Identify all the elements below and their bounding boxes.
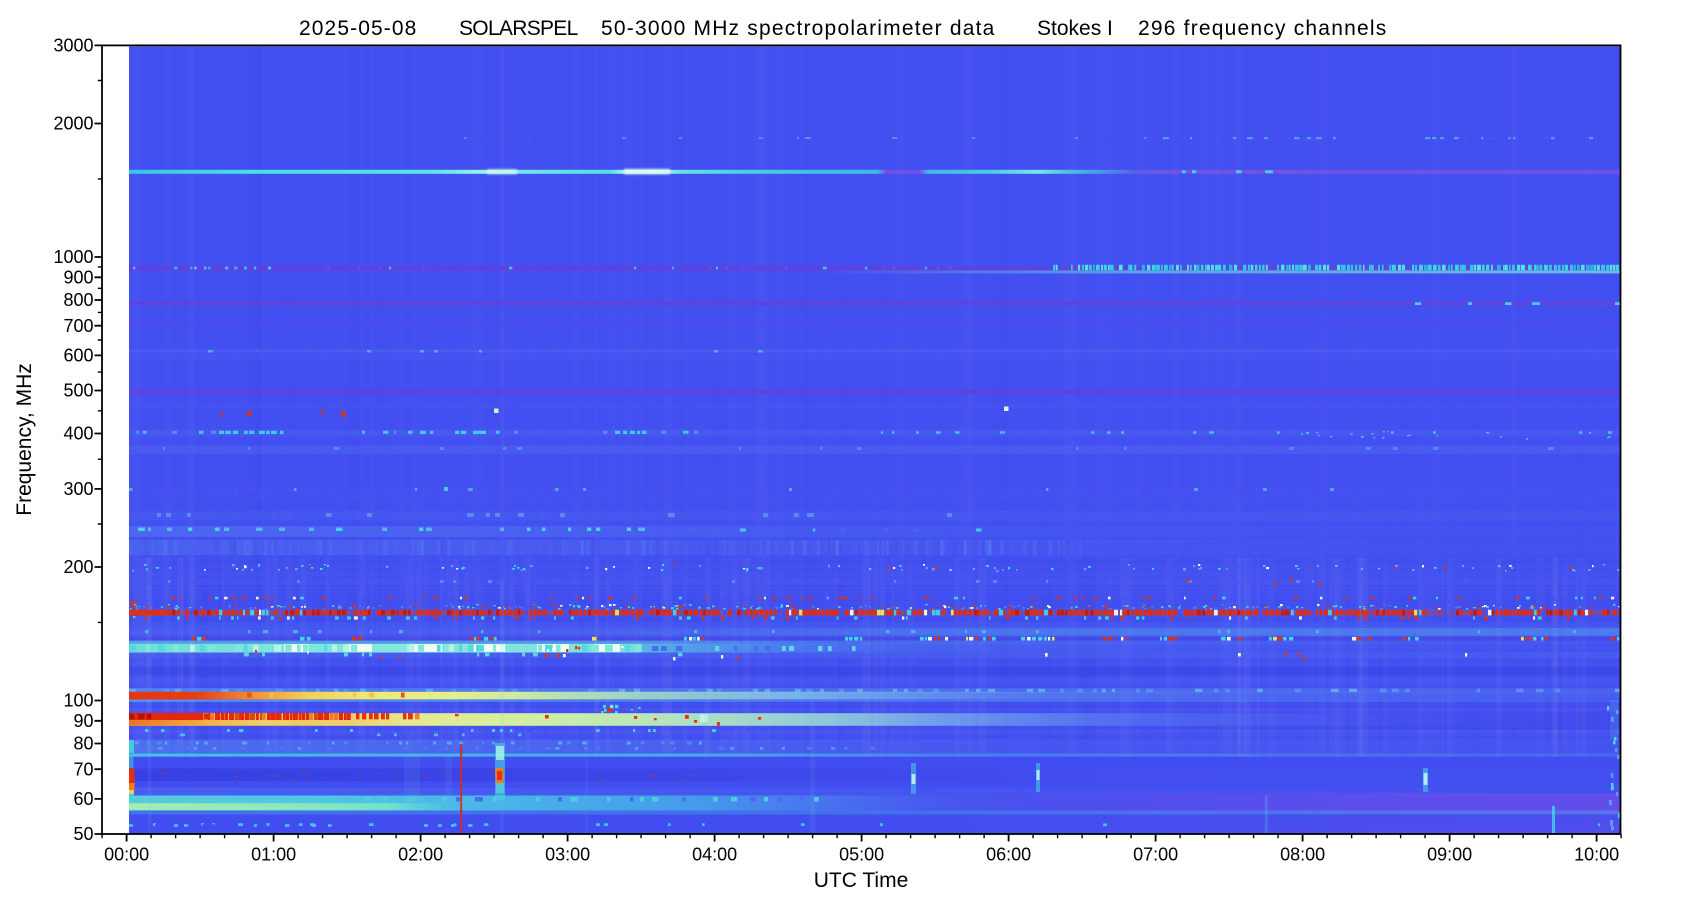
svg-text:296 frequency channels: 296 frequency channels	[1138, 17, 1387, 40]
svg-text:90: 90	[73, 711, 93, 731]
svg-text:Stokes I: Stokes I	[1037, 17, 1113, 40]
svg-text:300: 300	[63, 479, 93, 499]
svg-text:2025-05-08: 2025-05-08	[299, 17, 417, 40]
svg-text:700: 700	[63, 316, 93, 336]
svg-text:02:00: 02:00	[398, 845, 443, 865]
svg-text:UTC Time: UTC Time	[814, 869, 909, 892]
svg-text:100: 100	[63, 691, 93, 711]
svg-text:10:00: 10:00	[1574, 845, 1619, 865]
svg-text:900: 900	[63, 268, 93, 288]
svg-text:200: 200	[63, 557, 93, 577]
svg-text:400: 400	[63, 424, 93, 444]
svg-text:800: 800	[63, 290, 93, 310]
svg-text:80: 80	[73, 734, 93, 754]
svg-text:04:00: 04:00	[692, 845, 737, 865]
svg-text:09:00: 09:00	[1427, 845, 1472, 865]
svg-text:3000: 3000	[53, 36, 93, 56]
svg-text:08:00: 08:00	[1280, 845, 1325, 865]
svg-text:Frequency, MHz: Frequency, MHz	[13, 363, 36, 516]
svg-text:2000: 2000	[53, 114, 93, 134]
svg-text:07:00: 07:00	[1133, 845, 1178, 865]
svg-text:1000: 1000	[53, 247, 93, 267]
svg-text:500: 500	[63, 381, 93, 401]
svg-text:03:00: 03:00	[545, 845, 590, 865]
svg-text:01:00: 01:00	[251, 845, 296, 865]
svg-text:60: 60	[73, 789, 93, 809]
svg-text:05:00: 05:00	[839, 845, 884, 865]
svg-text:50: 50	[73, 824, 93, 844]
svg-text:SOLARSPEL: SOLARSPEL	[459, 17, 578, 40]
svg-text:06:00: 06:00	[986, 845, 1031, 865]
svg-text:600: 600	[63, 346, 93, 366]
svg-text:50-3000 MHz spectropolarimeter: 50-3000 MHz spectropolarimeter data	[601, 17, 996, 40]
svg-text:70: 70	[73, 759, 93, 779]
svg-text:00:00: 00:00	[104, 845, 149, 865]
